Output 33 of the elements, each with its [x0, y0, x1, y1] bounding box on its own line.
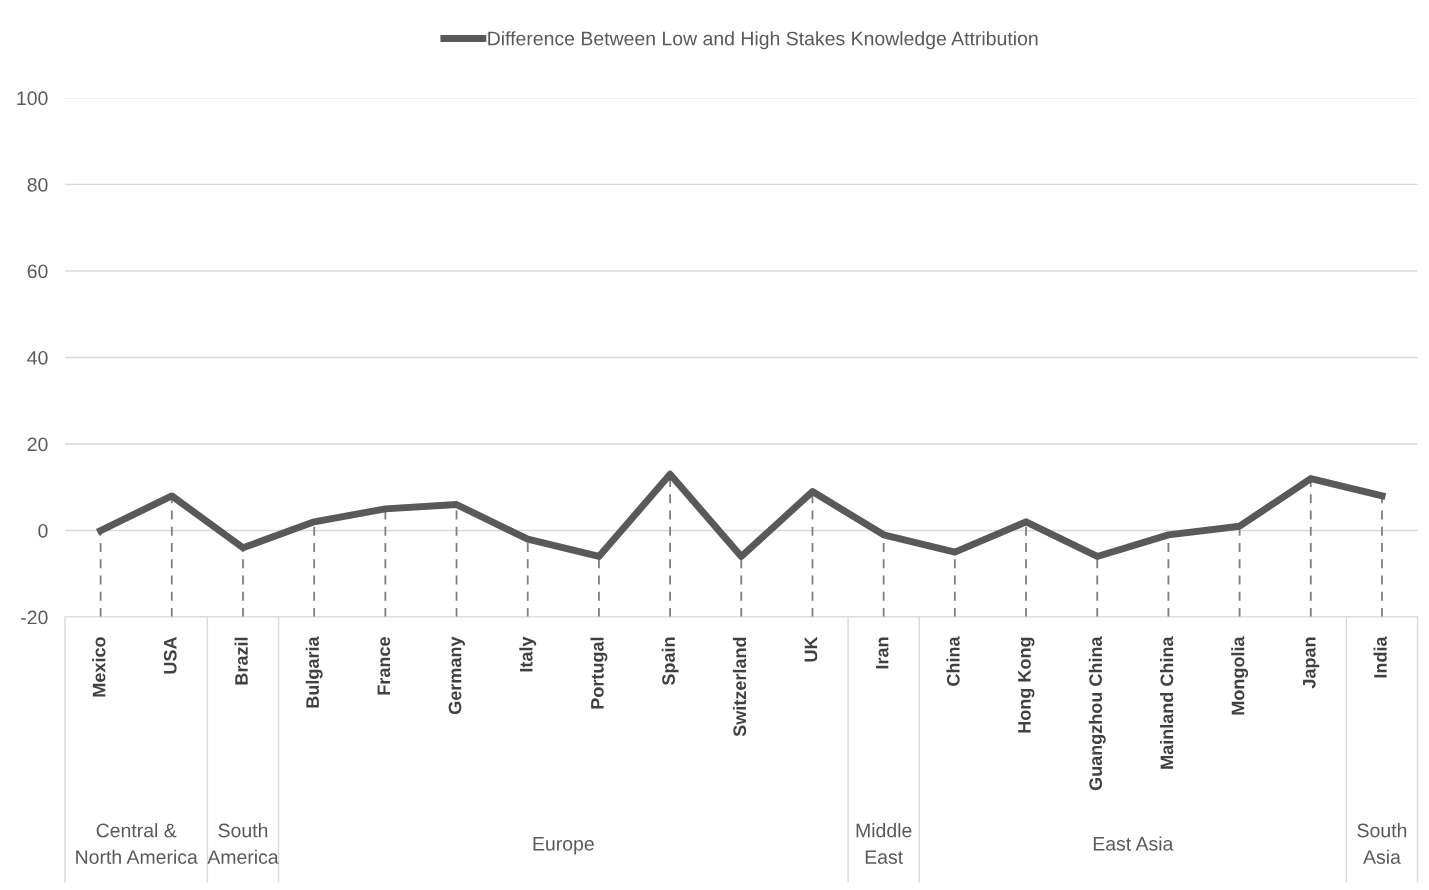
x-tick-label: USA [163, 636, 177, 674]
y-tick-label: 60 [27, 264, 48, 279]
y-tick-label: 40 [27, 350, 48, 365]
x-tick-label: China [946, 636, 960, 686]
x-tick-label: Portugal [590, 637, 608, 709]
x-tick-label: Mainland China [1160, 636, 1174, 769]
x-tick-label: Bulgaria [305, 636, 323, 708]
x-tick-label: India [1373, 636, 1387, 678]
y-tick-label: -20 [21, 610, 48, 625]
x-tick-label: Germany [448, 636, 465, 715]
x-tick-label: Brazil [234, 637, 248, 685]
text: South Asia [1357, 823, 1407, 864]
x-tick-label: France [377, 637, 391, 695]
text: Europe [533, 837, 594, 855]
y-tick-label: 100 [17, 91, 48, 106]
x-tick-label: Switzerland [732, 637, 747, 737]
x-tick-label: Iran [875, 637, 889, 669]
x-tick-label: Mexico [92, 637, 106, 697]
x-tick-label: Mongolia [1231, 636, 1249, 715]
legend-label: Difference Between Low and High Stakes Knowledge Attribution [488, 31, 1038, 50]
y-tick-label: 80 [27, 177, 48, 192]
text: South America [207, 823, 279, 864]
x-tick-label: Japan [1303, 637, 1320, 689]
x-tick-label: Guangzhou China [1088, 636, 1106, 791]
x-tick-label: Italy [519, 636, 537, 672]
text: East Asia [1093, 836, 1174, 851]
y-tick-label: 0 [38, 523, 48, 538]
x-tick-label: UK [804, 636, 818, 662]
x-tick-label: Hong Kong [1018, 637, 1035, 733]
text: Middle East [856, 823, 912, 864]
y-tick-label: 20 [27, 437, 48, 452]
text: Central & North America [76, 823, 198, 864]
x-tick-label: Spain [661, 637, 679, 686]
